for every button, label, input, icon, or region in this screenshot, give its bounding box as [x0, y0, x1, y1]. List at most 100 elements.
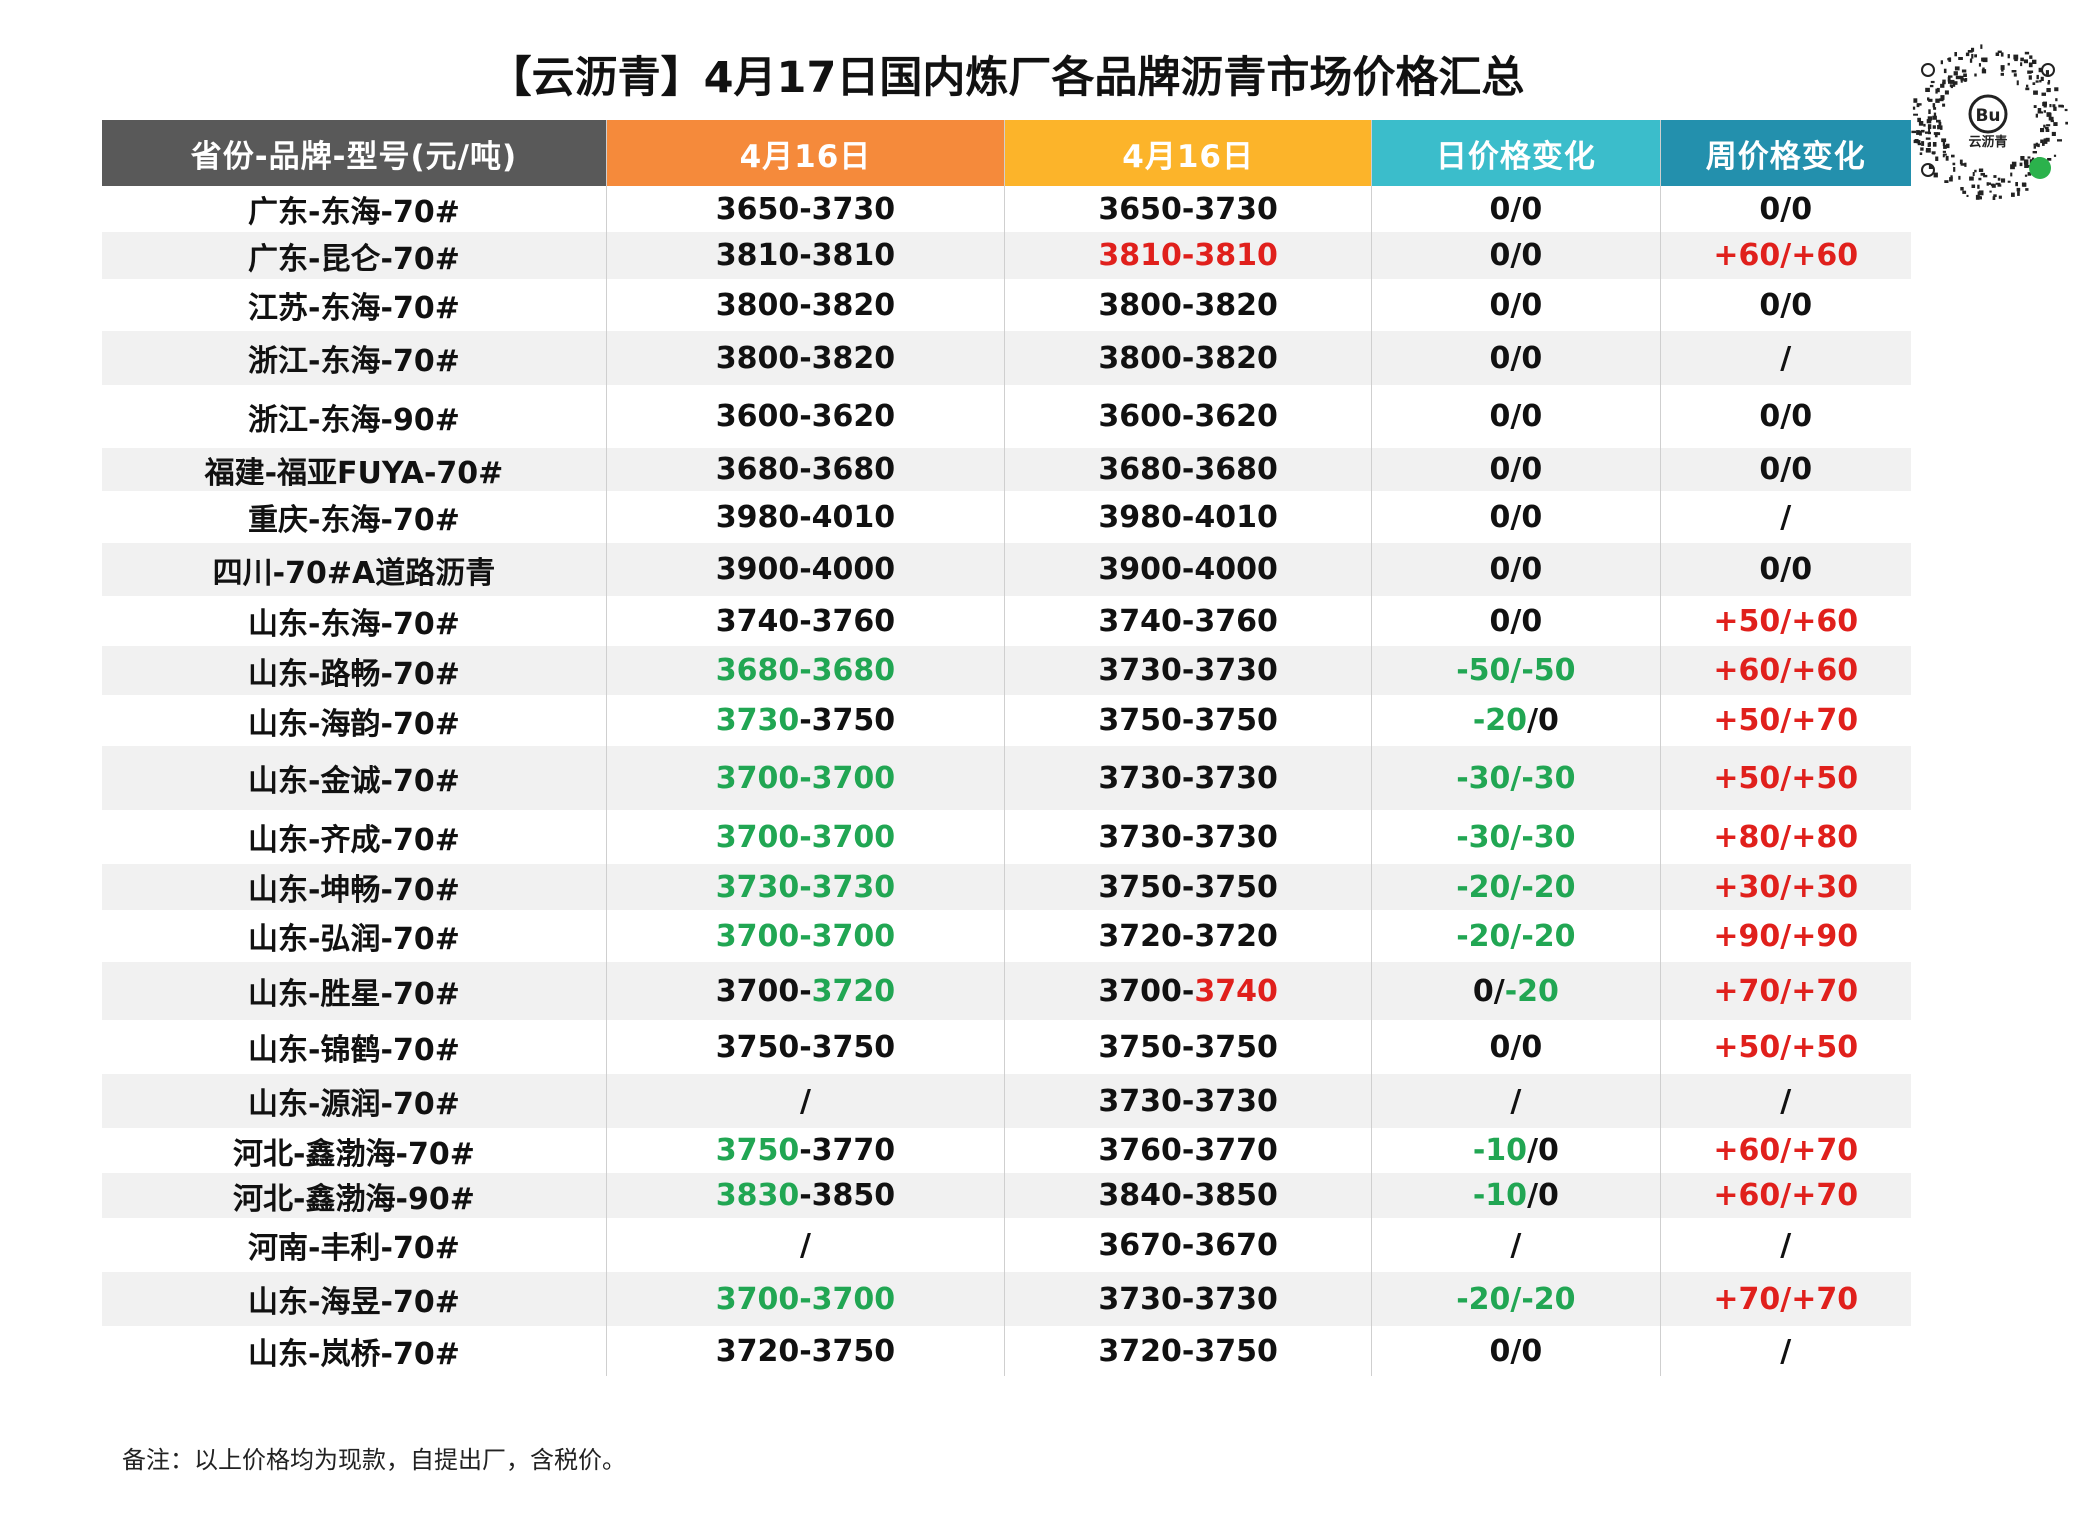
weekly-change-cell: +90/+90 [1659, 910, 1911, 962]
table-row: 河北-鑫渤海-90# 3830 -3850 3840-3850 -10/0 +60/+70 [102, 1173, 1911, 1218]
weekly-change-cell: 0/0 [1659, 448, 1911, 491]
daily-change-cell: 0/0 [1371, 279, 1659, 331]
daily-change-cell: -20/-20 [1371, 1272, 1659, 1326]
table-row: 山东-海韵-70# 3730 -3750 3750-3750 -20/0 +50/+70 [102, 695, 1911, 746]
cell-text: 3730-3730 [1098, 760, 1278, 796]
cell-text: -20/-20 [1456, 1281, 1576, 1317]
weekly-change-cell: +50/+50 [1659, 1020, 1911, 1074]
cell-text: 浙江-东海-90# [248, 402, 460, 438]
price-day1-cell: 3730 -3750 [605, 695, 1004, 746]
cell-text: 3750-3750 [1098, 869, 1278, 905]
brand-cell: 河北-鑫渤海-70# [102, 1128, 606, 1173]
brand-cell: 四川-70#A道路沥青 [102, 543, 606, 596]
daily-change-cell: 0/0 [1371, 385, 1659, 448]
cell-text: 山东-金诚-70# [248, 764, 460, 799]
price-day2-cell: 3670-3670 [1004, 1218, 1371, 1272]
cell-text: +70/+70 [1713, 973, 1859, 1009]
cell-text: / [1510, 1227, 1522, 1263]
cell-text: 3650-3730 [1098, 191, 1278, 227]
cell-text: 3810-3810 [715, 238, 896, 273]
cell-text: 3700-3700 [715, 1281, 896, 1317]
cell-text: 0/0 [1489, 1029, 1543, 1065]
daily-change-cell: -50/-50 [1371, 646, 1659, 695]
price-day2-cell: 3720-3720 [1004, 910, 1371, 962]
daily-change-cell: / [1371, 1218, 1659, 1272]
daily-change-cell: -10/0 [1371, 1128, 1659, 1173]
cell-text: 3700- [715, 973, 812, 1009]
cell-text: 0/0 [1489, 191, 1543, 227]
weekly-change-cell: 0/0 [1659, 385, 1911, 448]
price-day2-cell: 3740-3760 [1004, 596, 1371, 646]
header-date-1: 4月16日 [605, 120, 1005, 186]
price-day2-cell: 3730-3730 [1004, 1272, 1371, 1326]
table-row: 山东-胜星-70# 3700- 3720 3700- 3740 0/-20 +70/+70 [102, 962, 1911, 1020]
table-row: 重庆-东海-70# 3980-4010 3980-4010 0/0 / [102, 491, 1911, 543]
brand-cell: 山东-坤畅-70# [102, 864, 606, 910]
daily-change-cell: 0/0 [1371, 331, 1659, 385]
cell-text: +60/+70 [1713, 1178, 1859, 1213]
cell-text: +90/+90 [1713, 918, 1859, 954]
cell-text: 河北-鑫渤海-90# [233, 1181, 475, 1217]
cell-text: / [799, 1083, 811, 1119]
table-header: 省份-品牌-型号(元/吨) 4月16日 4月16日 日价格变化 周价格变化 [102, 120, 1911, 186]
header-date-2: 4月16日 [1004, 120, 1372, 186]
cell-text: -20/-20 [1456, 918, 1576, 954]
table-row: 山东-齐成-70# 3700-3700 3730-3730 -30/-30 +80/+8… [102, 810, 1911, 864]
daily-change-cell: 0/0 [1371, 1326, 1659, 1376]
price-day1-cell: / [605, 1074, 1004, 1128]
weekly-change-cell: +80/+80 [1659, 810, 1911, 864]
brand-cell: 山东-金诚-70# [102, 746, 606, 810]
brand-cell: 广东-昆仑-70# [102, 232, 606, 279]
table-row: 浙江-东海-70# 3800-3820 3800-3820 0/0 / [102, 331, 1911, 385]
cell-text: 3730-3730 [1098, 819, 1278, 855]
price-day1-cell: / [605, 1218, 1004, 1272]
cell-text: 0/0 [1489, 340, 1543, 376]
cell-text: 3980-4010 [715, 499, 896, 535]
daily-change-cell: -20/0 [1371, 695, 1659, 746]
weekly-change-cell: +50/+50 [1659, 746, 1911, 810]
cell-text: 山东-海昱-70# [248, 1285, 460, 1320]
cell-text: 3680-3680 [1098, 452, 1278, 487]
weekly-change-cell: / [1659, 1218, 1911, 1272]
price-day1-cell: 3600-3620 [605, 385, 1004, 448]
daily-change-cell: 0/-20 [1371, 962, 1659, 1020]
cell-text: 山东-路畅-70# [248, 656, 460, 692]
daily-change-cell: -20/-20 [1371, 910, 1659, 962]
price-day2-cell: 3730-3730 [1004, 810, 1371, 864]
price-day1-cell: 3680-3680 [605, 448, 1004, 491]
cell-text: 3720-3750 [1098, 1333, 1278, 1369]
cell-text: 3750-3750 [715, 1029, 896, 1065]
price-day2-cell: 3980-4010 [1004, 491, 1371, 543]
cell-text: 山东-胜星-70# [248, 977, 460, 1012]
cell-text: /0 [1527, 703, 1559, 738]
weekly-change-cell: 0/0 [1659, 186, 1911, 232]
price-day2-cell: 3720-3750 [1004, 1326, 1371, 1376]
logo-text: 云沥青 [1968, 134, 2007, 150]
cell-text: 3830 [715, 1178, 800, 1213]
header-daily-change: 日价格变化 [1371, 120, 1660, 186]
cell-text: 3810-3810 [1098, 238, 1278, 273]
cell-text: 山东-东海-70# [248, 607, 460, 642]
cell-text: 3700-3700 [715, 918, 896, 954]
cell-text: 3670-3670 [1098, 1227, 1278, 1263]
table-row: 山东-海昱-70# 3700-3700 3730-3730 -20/-20 +70/+7… [102, 1272, 1911, 1326]
weekly-change-cell: +70/+70 [1659, 962, 1911, 1020]
price-day2-cell: 3810-3810 [1004, 232, 1371, 279]
table-row: 江苏-东海-70# 3800-3820 3800-3820 0/0 0/0 [102, 279, 1911, 331]
price-day1-cell: 3700-3700 [605, 1272, 1004, 1326]
weekly-change-cell: +50/+70 [1659, 695, 1911, 746]
cell-text: -10 [1472, 1133, 1528, 1168]
brand-cell: 山东-齐成-70# [102, 810, 606, 864]
price-day1-cell: 3720-3750 [605, 1326, 1004, 1376]
cell-text: -20 [1472, 703, 1528, 738]
price-day2-cell: 3800-3820 [1004, 279, 1371, 331]
brand-cell: 山东-弘润-70# [102, 910, 606, 962]
daily-change-cell: 0/0 [1371, 186, 1659, 232]
brand-cell: 河北-鑫渤海-90# [102, 1173, 606, 1218]
cell-text: 0/0 [1489, 238, 1543, 273]
cell-text: 3720-3720 [1098, 918, 1278, 954]
price-day1-cell: 3740-3760 [605, 596, 1004, 646]
table-row: 山东-弘润-70# 3700-3700 3720-3720 -20/-20 +90/+9… [102, 910, 1911, 962]
daily-change-cell: -30/-30 [1371, 810, 1659, 864]
daily-change-cell: 0/0 [1371, 491, 1659, 543]
